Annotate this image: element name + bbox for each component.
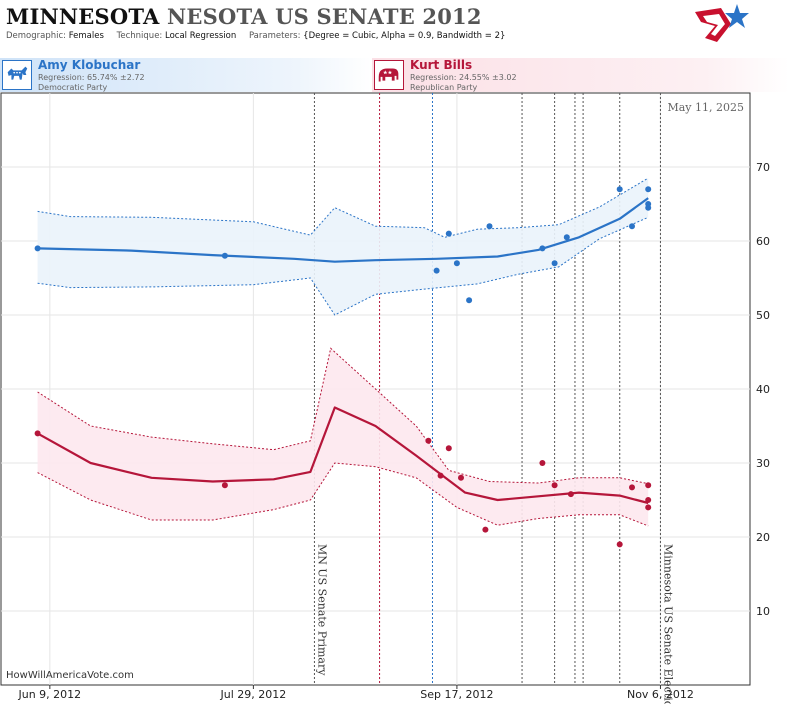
candidate-regression: Regression: 24.55% ±3.02 [410,73,517,82]
upper-bound-line [37,347,649,485]
x-tick-label: Jun 9, 2012 [18,688,82,701]
poll-point [221,482,228,489]
poll-point [645,504,652,511]
candidate-party: Democratic Party [38,83,108,92]
candidate-info-democrat: Amy Klobuchar Regression: 65.74% ±2.72 D… [38,58,145,93]
poll-point [563,234,570,241]
poll-point [425,437,432,444]
axis-labels: 10 20 30 40 50 60 70 Jun 9, 2012 Jul 29, 2012 Sep… [18,161,770,704]
poll-point [629,484,635,491]
y-tick-label: 70 [756,161,770,174]
y-tick-label: 30 [756,457,770,470]
poll-point [645,204,652,211]
confidence-band [37,348,649,526]
demographic-value: Females [68,31,104,41]
chart-header: MINNESOTA NESOTA US SENATE 2012 Demograp… [6,4,515,41]
donkey-icon [2,60,32,90]
technique-key: Technique: [116,31,163,41]
poll-point [486,223,493,230]
parameters-key: Parameters: [248,31,301,41]
lower-bound-line [37,216,649,316]
source-credit: HowWillAmericaVote.com [6,670,134,681]
trend-line [37,406,649,505]
poll-point [629,223,635,230]
poll-point [616,186,623,193]
poll-point [551,260,558,267]
elephant-icon [374,60,404,90]
poll-point [645,186,652,193]
trend-lines [37,197,649,505]
poll-point [458,474,464,481]
site-logo-icon [695,4,749,42]
poll-point [539,460,546,466]
event-label: MN US Senate Primary [315,544,328,676]
poll-point [445,445,452,452]
title-state: MINNESOTA [6,4,160,29]
poll-point [539,245,546,252]
x-tick-label: Jul 29, 2012 [219,688,286,701]
parameters-value: {Degree = Cubic, Alpha = 0.9, Bandwidth … [303,31,506,41]
date-stamp: May 11, 2025 [667,101,744,114]
trend-line [37,197,649,263]
chart-title: MINNESOTA NESOTA US SENATE 2012 [6,4,515,30]
poll-point [466,297,473,304]
poll-point [34,245,41,252]
poll-point [616,541,623,548]
poll-point [34,430,41,437]
poll-point [551,482,558,489]
title-race: NESOTA US SENATE 2012 [167,4,482,29]
candidate-name: Kurt Bills [410,58,473,72]
poll-point [221,252,228,259]
poll-point [645,497,652,503]
confidence-bands [37,177,649,527]
candidate-info-republican: Kurt Bills Regression: 24.55% ±3.02 Repu… [410,58,517,93]
x-tick-label: Nov 6, 2012 [627,688,694,701]
lower-bound-line [37,462,649,527]
y-tick-label: 20 [756,531,770,544]
y-tick-label: 60 [756,235,770,248]
poll-point [482,526,489,533]
poll-point [453,260,460,267]
poll-point [567,491,574,498]
event-lines [313,93,661,685]
candidate-name: Amy Klobuchar [38,58,141,72]
y-tick-label: 50 [756,309,770,322]
candidate-banner-republican: Kurt Bills Regression: 24.55% ±3.02 Repu… [372,58,789,92]
poll-points [34,186,652,548]
poll-point [433,267,440,274]
demographic-key: Demographic: [6,31,67,41]
y-tick-label: 40 [756,383,770,396]
poll-point [437,472,444,479]
candidate-regression: Regression: 65.74% ±2.72 [38,73,145,82]
poll-point [445,230,452,237]
x-tick-label: Sep 17, 2012 [420,688,493,701]
confidence-band [37,178,649,315]
upper-bound-line [37,177,649,238]
candidate-party: Republican Party [410,83,478,92]
y-tick-label: 10 [756,605,770,618]
event-label: Minnesota US Senate Election [661,544,674,704]
technique-value: Local Regression [165,31,237,41]
candidate-banner-democrat: Amy Klobuchar Regression: 65.74% ±2.72 D… [0,58,372,92]
poll-point [645,482,652,489]
chart-subtitle: Demographic: Females Technique: Local Re… [6,31,515,41]
